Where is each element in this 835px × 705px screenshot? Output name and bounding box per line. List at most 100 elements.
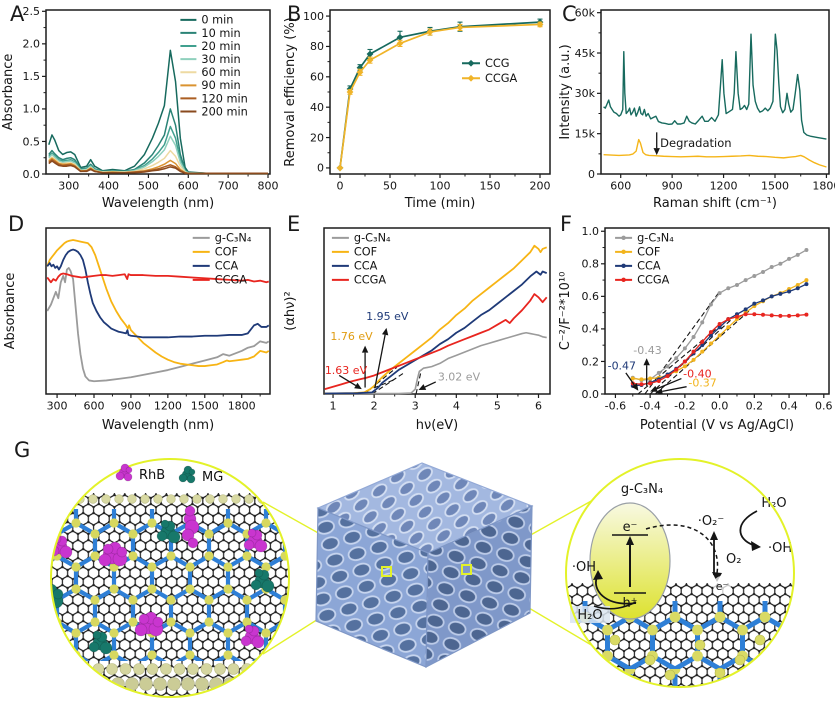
svg-text:45k: 45k	[575, 47, 596, 60]
oxygen-label: O₂	[726, 552, 741, 567]
panel-label-f: F	[560, 212, 573, 236]
svg-text:Intensity (a.u.): Intensity (a.u.)	[558, 44, 573, 139]
svg-text:Absorbance: Absorbance	[3, 273, 18, 350]
absorbance-chart: 300 600 900 1200 1500 1800 Wavelength (nm) Abso…	[3, 227, 271, 433]
series-10 min	[48, 108, 269, 175]
svg-text:g-C₃N₄: g-C₃N₄	[215, 232, 252, 245]
svg-text:0.2: 0.2	[746, 400, 764, 413]
excitation-arrowhead	[626, 536, 634, 545]
svg-text:CCGA: CCGA	[215, 274, 248, 287]
series-CCGA	[46, 272, 270, 284]
electron-label: e⁻	[623, 520, 638, 535]
panel-d: 300 600 900 1200 1500 1800 Wavelength (nm) Abso…	[0, 212, 278, 438]
molecule-blob	[156, 519, 181, 544]
svg-text:20 min: 20 min	[201, 40, 240, 53]
svg-text:Absorbance: Absorbance	[1, 54, 16, 131]
svg-text:200: 200	[530, 180, 551, 193]
svg-text:0.8: 0.8	[582, 258, 600, 271]
panel-b: 0 50 100 150 200 0 20 40 60 80 100 Time (min) Remova…	[280, 0, 558, 216]
svg-text:60k: 60k	[575, 6, 596, 19]
svg-text:600: 600	[610, 180, 631, 193]
right-circle-art	[566, 583, 794, 687]
chart-A: 300 400 500 600 700 800 0.0 0.5 1.0 1.5 2.0 2.5 Wave…	[1, 5, 279, 211]
svg-text:-0.4: -0.4	[639, 400, 660, 413]
svg-text:900: 900	[662, 180, 683, 193]
svg-text:3: 3	[412, 400, 419, 413]
svg-text:0.0: 0.0	[582, 388, 600, 401]
molecule-blob	[98, 541, 128, 567]
mott-schottky-chart: -0.6 -0.4 -0.2 0.0 0.2 0.4 0.6 0.0 0.2 0.4 0.6 0.8 1…	[558, 225, 833, 433]
svg-text:1500: 1500	[761, 180, 789, 193]
svg-text:2.0: 2.0	[23, 38, 41, 51]
raman-chart: 600 900 1200 1500 1800 0 15k 30k 45k 60k Raman shi…	[558, 6, 835, 211]
molecule-blob	[288, 618, 289, 632]
svg-text:-0.37: -0.37	[688, 377, 716, 390]
svg-text:COF: COF	[354, 246, 377, 259]
series-200 min	[48, 160, 269, 175]
panel-label-d: D	[8, 212, 25, 236]
molecule-blob	[88, 630, 113, 655]
svg-text:Removal efficiency (%): Removal efficiency (%)	[283, 17, 298, 167]
svg-text:6: 6	[535, 400, 542, 413]
svg-text:1.76 eV: 1.76 eV	[330, 330, 373, 343]
svg-text:600: 600	[84, 400, 105, 413]
svg-text:150: 150	[480, 180, 501, 193]
svg-text:CCA: CCA	[354, 260, 378, 273]
chart-C: 600 900 1200 1500 1800 0 15k 30k 45k 60k Raman shi…	[558, 6, 835, 211]
removal-efficiency-chart: 0 50 100 150 200 0 20 40 60 80 100 Time (min) Remova…	[283, 9, 551, 211]
svg-text:0.6: 0.6	[815, 400, 833, 413]
molecule-blob	[240, 624, 265, 649]
right-zoom-circle: g-C₃N₄ e⁻ h⁺ e⁻ ·O₂⁻ O₂ H₂O ·OH ·OH	[565, 458, 795, 688]
svg-text:1500: 1500	[191, 400, 219, 413]
panel-a: 300 400 500 600 700 800 0.0 0.5 1.0 1.5 2.0 2.5 Wave…	[0, 0, 279, 216]
zoom-marker-left	[381, 566, 392, 577]
panel-label-g: G	[14, 438, 31, 462]
tauc-plot-chart: 1 2 3 4 5 6 hν(eV) (αhν)² 1.95 eV 1.76 eV 1.63 eV 3…	[283, 227, 551, 433]
svg-text:60: 60	[310, 71, 324, 84]
svg-text:5: 5	[494, 400, 501, 413]
svg-text:CCGA: CCGA	[637, 274, 670, 287]
series-g-C₃N₄	[324, 331, 547, 395]
svg-text:30 min: 30 min	[201, 53, 240, 66]
mg-label: MG	[202, 470, 223, 485]
svg-text:900: 900	[120, 400, 141, 413]
svg-text:1.5: 1.5	[23, 70, 41, 83]
hydroxyl-right-label: ·OH	[768, 541, 792, 556]
catalyst-label: g-C₃N₄	[621, 482, 663, 497]
series-COF	[46, 239, 270, 367]
series-COF	[324, 244, 548, 395]
svg-text:0.2: 0.2	[582, 355, 600, 368]
svg-text:300: 300	[58, 180, 79, 193]
svg-text:g-C₃N₄: g-C₃N₄	[354, 232, 391, 245]
svg-text:-0.47: -0.47	[608, 360, 636, 373]
svg-text:500: 500	[138, 180, 159, 193]
molecule-blob	[243, 528, 268, 553]
superoxide-arrowhead	[710, 531, 718, 540]
svg-text:C⁻²/F⁻²*10¹⁰: C⁻²/F⁻²*10¹⁰	[558, 272, 573, 351]
aerogel-cube	[315, 462, 534, 668]
surface-electron-label: e⁻	[716, 580, 729, 593]
molecule-blob	[288, 585, 289, 597]
series-0 min	[48, 49, 269, 175]
svg-text:(αhν)²: (αhν)²	[283, 291, 298, 330]
molecule-blob	[134, 611, 164, 637]
mechanism-schematic: RhB MG g-C₃N₄ e⁻ h⁺	[50, 458, 795, 698]
svg-text:CCA: CCA	[637, 260, 661, 273]
chart-F: -0.6 -0.4 -0.2 0.0 0.2 0.4 0.6 0.0 0.2 0.4 0.6 0.8 1…	[558, 225, 833, 433]
svg-text:60 min: 60 min	[201, 66, 240, 79]
chart-B: 0 50 100 150 200 0 20 40 60 80 100 Time (min) Remova…	[283, 9, 551, 211]
svg-text:2: 2	[371, 400, 378, 413]
hydroxyl-left-label: ·OH	[572, 560, 596, 575]
svg-text:1800: 1800	[228, 400, 256, 413]
svg-text:1.0: 1.0	[23, 103, 41, 116]
series-CCA	[324, 270, 548, 395]
svg-text:200 min: 200 min	[201, 105, 247, 118]
zoom-marker-right	[461, 564, 472, 575]
svg-text:10 min: 10 min	[201, 27, 240, 40]
svg-text:Potential (V vs Ag/AgCl): Potential (V vs Ag/AgCl)	[640, 418, 794, 433]
svg-text:400: 400	[98, 180, 119, 193]
svg-text:4: 4	[453, 400, 460, 413]
